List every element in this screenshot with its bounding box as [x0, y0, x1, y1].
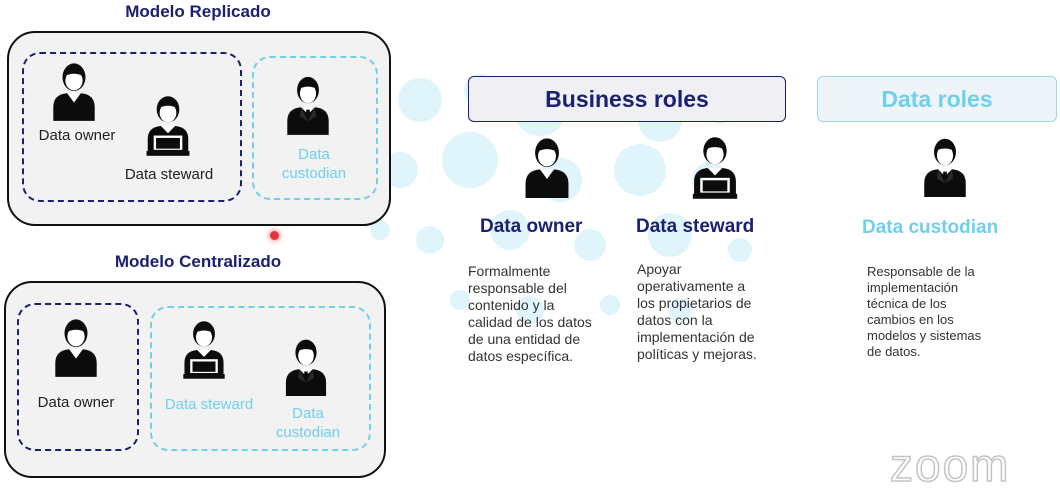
business-steward-description: Apoyar operativamente a los propietarios…	[637, 261, 757, 362]
centralizado-business-group	[17, 303, 139, 451]
data-custodian-description: Responsable de la implementación técnica…	[867, 264, 982, 359]
replicado-custodian-label: Data custodian	[281, 146, 347, 182]
business-steward-icon	[690, 136, 740, 200]
centralizado-owner-label: Data owner	[37, 394, 115, 411]
centralizado-custodian-icon	[283, 338, 329, 396]
data-roles-header: Data roles	[817, 76, 1057, 122]
business-steward-name: Data steward	[636, 216, 755, 237]
replicado-title: Modelo Replicado	[125, 2, 271, 21]
replicado-owner-icon	[51, 61, 97, 121]
centralizado-title: Modelo Centralizado	[114, 252, 282, 271]
centralizado-custodian-label: Data custodian	[275, 405, 341, 441]
business-owner-icon	[522, 136, 572, 198]
centralizado-owner-icon	[53, 317, 99, 377]
replicado-custodian-icon	[285, 75, 331, 135]
replicado-data-group	[252, 56, 378, 200]
business-owner-name: Data owner	[480, 216, 583, 237]
centralizado-data-group	[150, 306, 371, 451]
replicado-steward-label: Data steward	[124, 166, 214, 183]
replicado-steward-icon	[144, 95, 192, 157]
data-custodian-icon	[920, 137, 970, 197]
data-custodian-name: Data custodian	[862, 217, 999, 238]
business-roles-header: Business roles	[468, 76, 786, 122]
business-owner-description: Formalmente responsable del contenido y …	[468, 263, 592, 364]
centralizado-steward-label: Data steward	[164, 396, 254, 413]
replicado-owner-label: Data owner	[38, 127, 116, 144]
zoom-watermark: zoom	[889, 438, 1011, 492]
replicado-business-group	[22, 52, 242, 202]
recording-indicator-dot	[270, 231, 279, 240]
centralizado-steward-icon	[181, 320, 227, 380]
